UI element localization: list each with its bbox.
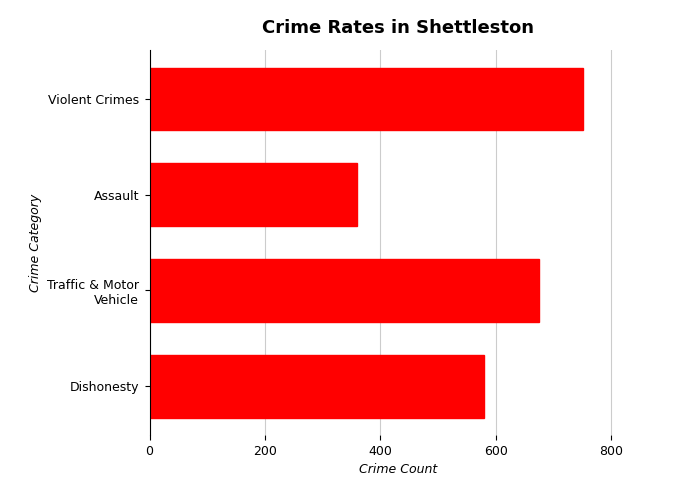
X-axis label: Crime Count: Crime Count [358, 464, 437, 476]
Bar [150, 355, 484, 418]
Bar [150, 260, 539, 322]
Title: Crime Rates in Shettleston: Crime Rates in Shettleston [262, 20, 534, 38]
Y-axis label: Crime Category: Crime Category [29, 194, 41, 292]
Bar [150, 164, 358, 226]
Bar [150, 68, 583, 130]
